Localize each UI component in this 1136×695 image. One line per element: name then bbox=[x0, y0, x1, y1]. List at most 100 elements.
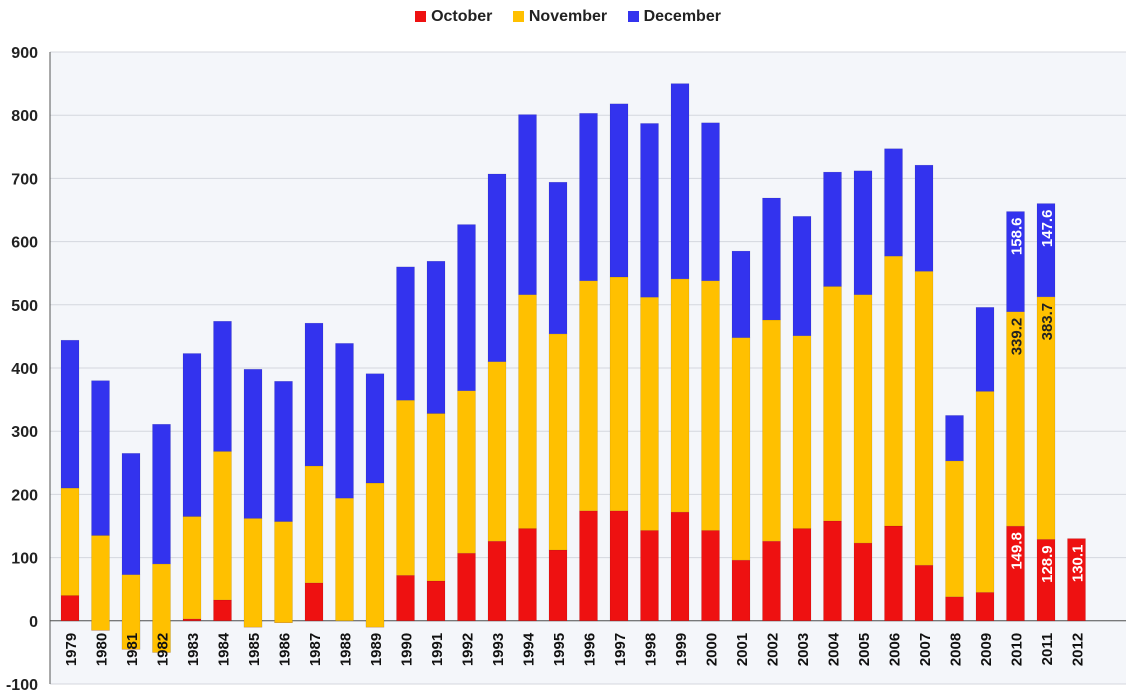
data-label-october-2011: 128.9 bbox=[1039, 545, 1056, 583]
legend-swatch-december bbox=[627, 11, 639, 22]
bar-october-1992 bbox=[457, 552, 476, 622]
x-tick-label: 1979 bbox=[63, 633, 80, 666]
bar-november-1983 bbox=[182, 516, 202, 620]
bar-december-1994 bbox=[518, 114, 537, 295]
x-tick-label: 1993 bbox=[490, 633, 507, 666]
bar-december-1995 bbox=[548, 181, 568, 335]
bar-december-2007 bbox=[914, 164, 934, 272]
y-tick-label: 100 bbox=[11, 551, 38, 568]
data-label-october-2010: 149.8 bbox=[1009, 532, 1026, 570]
bar-october-2004 bbox=[823, 520, 842, 622]
bar-october-1990 bbox=[396, 575, 415, 622]
x-tick-label: 1999 bbox=[673, 633, 690, 666]
x-tick-label: 1998 bbox=[643, 633, 660, 666]
y-tick-label: 200 bbox=[11, 487, 38, 504]
bar-november-1979 bbox=[60, 487, 80, 596]
data-label-november-2010: 339.2 bbox=[1009, 318, 1026, 356]
x-tick-label: 2000 bbox=[704, 633, 721, 666]
bar-october-1998 bbox=[640, 530, 659, 622]
bar-october-2006 bbox=[884, 525, 903, 622]
bar-december-1986 bbox=[274, 381, 293, 522]
bar-december-2001 bbox=[731, 250, 751, 338]
data-labels: 149.8 339.2 158.6 128.9 383.7 147.6 130.1 bbox=[1009, 210, 1087, 583]
legend-label-october: October bbox=[431, 8, 493, 25]
bar-october-1999 bbox=[670, 511, 690, 622]
bar-december-1996 bbox=[579, 113, 598, 282]
bars bbox=[60, 83, 1086, 653]
x-tick-label: 1988 bbox=[338, 633, 355, 666]
bar-december-1999 bbox=[670, 83, 690, 280]
x-tick-label: 2001 bbox=[734, 633, 751, 666]
x-tick-label: 2003 bbox=[795, 633, 812, 666]
bar-december-1982 bbox=[152, 423, 171, 565]
x-tick-label: 2010 bbox=[1009, 633, 1026, 666]
legend-label-december: December bbox=[643, 8, 721, 25]
data-label-december-2010: 158.6 bbox=[1009, 218, 1026, 256]
x-tick-label: 2008 bbox=[948, 633, 965, 666]
data-label-october-2012: 130.1 bbox=[1070, 545, 1087, 583]
bar-november-2008 bbox=[945, 460, 964, 598]
y-tick-label: 800 bbox=[11, 108, 38, 125]
bar-december-1987 bbox=[304, 322, 324, 467]
bar-november-1995 bbox=[548, 333, 568, 551]
bar-december-2000 bbox=[701, 122, 720, 282]
x-tick-label: 1983 bbox=[185, 633, 202, 666]
x-tick-label: 1989 bbox=[368, 633, 385, 666]
bar-october-1979 bbox=[60, 595, 80, 622]
x-tick-label: 2006 bbox=[887, 633, 904, 666]
bar-november-2000 bbox=[701, 280, 720, 531]
bar-november-1985 bbox=[243, 518, 263, 628]
bar-october-1983 bbox=[182, 618, 202, 622]
x-tick-label: 1990 bbox=[399, 633, 416, 666]
bar-november-1989 bbox=[365, 482, 385, 628]
x-tick-label: 1996 bbox=[582, 633, 599, 666]
x-tick-label: 2002 bbox=[765, 633, 782, 666]
x-tick-label: 2007 bbox=[917, 633, 934, 666]
bar-november-2001 bbox=[731, 337, 751, 561]
x-tick-label: 2004 bbox=[826, 632, 843, 666]
bar-november-1996 bbox=[579, 280, 598, 512]
bar-october-2000 bbox=[701, 530, 720, 622]
x-tick-label: 2011 bbox=[1039, 633, 1056, 666]
legend-label-november: November bbox=[528, 8, 608, 25]
bar-november-1999 bbox=[670, 278, 690, 513]
bar-december-2004 bbox=[823, 171, 842, 287]
bar-november-1991 bbox=[426, 413, 446, 582]
bar-november-1990 bbox=[396, 399, 415, 576]
x-tick-label: 1981 bbox=[124, 633, 141, 666]
x-tick-label: 1994 bbox=[521, 632, 538, 666]
bar-october-2008 bbox=[945, 596, 964, 622]
x-tick-label: 1986 bbox=[277, 633, 294, 666]
x-tick-label: 1982 bbox=[155, 633, 172, 666]
bar-october-2003 bbox=[792, 528, 812, 622]
x-tick-label: 1987 bbox=[307, 633, 324, 666]
legend-swatch-november bbox=[512, 11, 524, 22]
x-tick-label: 2012 bbox=[1070, 633, 1087, 666]
bar-november-1986 bbox=[274, 521, 293, 623]
bar-october-1987 bbox=[304, 582, 324, 622]
y-tick-label: 400 bbox=[11, 361, 38, 378]
bar-november-1992 bbox=[457, 390, 476, 554]
legend-item-december: December bbox=[627, 8, 721, 26]
bar-december-1992 bbox=[457, 224, 476, 392]
bar-october-1991 bbox=[426, 580, 446, 622]
bar-november-1988 bbox=[335, 497, 354, 622]
bar-october-1997 bbox=[609, 510, 629, 622]
bar-november-1994 bbox=[518, 294, 537, 529]
bar-december-2005 bbox=[853, 170, 873, 295]
x-tick-label: 1985 bbox=[246, 633, 263, 666]
y-tick-label: 900 bbox=[11, 45, 38, 62]
bar-october-1984 bbox=[213, 599, 232, 622]
bar-november-1993 bbox=[487, 361, 507, 542]
bar-november-1984 bbox=[213, 451, 232, 601]
x-axis: 1979 1980 1981 1982 1983 1984 1985 1986 1987 1988… bbox=[63, 632, 1087, 666]
bar-october-1994 bbox=[518, 528, 537, 622]
y-tick-label: 300 bbox=[11, 424, 38, 441]
bar-november-2007 bbox=[914, 271, 934, 566]
data-label-november-2011: 383.7 bbox=[1039, 303, 1056, 341]
bar-december-1990 bbox=[396, 266, 415, 401]
x-tick-label: 2009 bbox=[978, 633, 995, 666]
y-tick-label: 500 bbox=[11, 298, 38, 315]
y-tick-label: 700 bbox=[11, 171, 38, 188]
